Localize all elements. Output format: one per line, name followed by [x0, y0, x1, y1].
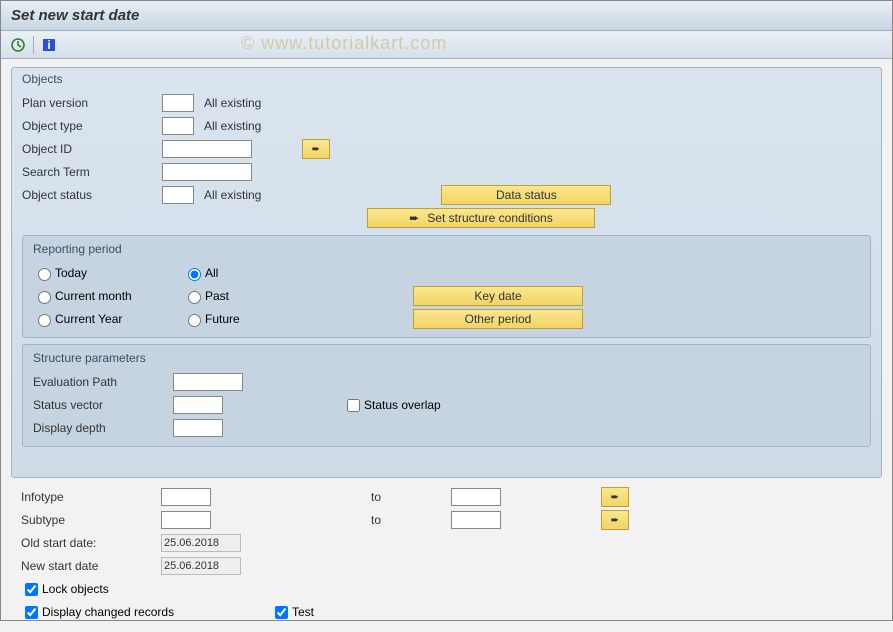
- display-depth-label: Display depth: [33, 421, 173, 435]
- subtype-multi-button[interactable]: ➨: [601, 510, 629, 530]
- radio-current-year[interactable]: Current Year: [33, 311, 183, 327]
- content-area: Objects Plan version All existing Object…: [1, 59, 892, 632]
- reporting-title: Reporting period: [33, 242, 860, 256]
- to-label-2: to: [371, 513, 451, 527]
- infotype-input[interactable]: [161, 488, 211, 506]
- arrow-right-icon: ➨: [409, 211, 427, 225]
- object-status-label: Object status: [22, 188, 162, 202]
- display-changed-checkbox[interactable]: Display changed records: [21, 603, 271, 622]
- new-start-label: New start date: [21, 559, 161, 573]
- structure-title: Structure parameters: [33, 351, 860, 365]
- set-structure-label: Set structure conditions: [427, 211, 552, 225]
- object-status-input[interactable]: [162, 186, 194, 204]
- other-period-button[interactable]: Other period: [413, 309, 583, 329]
- object-type-label: Object type: [22, 119, 162, 133]
- object-id-label: Object ID: [22, 142, 162, 156]
- infotype-multi-button[interactable]: ➨: [601, 487, 629, 507]
- to-label-1: to: [371, 490, 451, 504]
- execute-icon[interactable]: [9, 36, 27, 54]
- subtype-to-input[interactable]: [451, 511, 501, 529]
- object-id-multi-button[interactable]: ➨: [302, 139, 330, 159]
- radio-past[interactable]: Past: [183, 288, 333, 304]
- eval-path-label: Evaluation Path: [33, 375, 173, 389]
- search-term-label: Search Term: [22, 165, 162, 179]
- objects-group: Objects Plan version All existing Object…: [11, 67, 882, 478]
- data-status-button[interactable]: Data status: [441, 185, 611, 205]
- object-type-input[interactable]: [162, 117, 194, 135]
- lock-objects-checkbox[interactable]: Lock objects: [21, 580, 109, 599]
- object-type-text: All existing: [204, 119, 261, 133]
- plan-version-input[interactable]: [162, 94, 194, 112]
- page-title: Set new start date: [1, 1, 892, 31]
- toolbar: i: [1, 31, 892, 59]
- key-date-button[interactable]: Key date: [413, 286, 583, 306]
- infotype-label: Infotype: [21, 490, 161, 504]
- status-overlap-checkbox[interactable]: Status overlap: [343, 396, 441, 415]
- arrow-right-icon: ➨: [312, 144, 320, 155]
- status-vector-input[interactable]: [173, 396, 223, 414]
- display-depth-input[interactable]: [173, 419, 223, 437]
- radio-all[interactable]: All: [183, 265, 333, 281]
- subtype-label: Subtype: [21, 513, 161, 527]
- objects-title: Objects: [22, 72, 871, 86]
- status-vector-label: Status vector: [33, 398, 173, 412]
- plan-version-label: Plan version: [22, 96, 162, 110]
- arrow-right-icon: ➨: [611, 515, 619, 526]
- main-window: Set new start date i © www.tutorialkart.…: [0, 0, 893, 621]
- new-start-input: [161, 557, 241, 575]
- toolbar-separator: [33, 36, 34, 54]
- radio-today[interactable]: Today: [33, 265, 183, 281]
- search-term-input[interactable]: [162, 163, 252, 181]
- radio-future[interactable]: Future: [183, 311, 333, 327]
- arrow-right-icon: ➨: [611, 492, 619, 503]
- plan-version-text: All existing: [204, 96, 261, 110]
- structure-params-group: Structure parameters Evaluation Path Sta…: [22, 344, 871, 447]
- reporting-period-group: Reporting period Today All Current month…: [22, 235, 871, 338]
- eval-path-input[interactable]: [173, 373, 243, 391]
- object-id-input[interactable]: [162, 140, 252, 158]
- test-checkbox[interactable]: Test: [271, 603, 314, 622]
- subtype-input[interactable]: [161, 511, 211, 529]
- info-icon[interactable]: i: [40, 36, 58, 54]
- old-start-input: [161, 534, 241, 552]
- svg-text:i: i: [47, 38, 50, 52]
- infotype-to-input[interactable]: [451, 488, 501, 506]
- set-structure-button[interactable]: ➨ Set structure conditions: [367, 208, 595, 228]
- object-status-text: All existing: [204, 188, 261, 202]
- old-start-label: Old start date:: [21, 536, 161, 550]
- radio-current-month[interactable]: Current month: [33, 288, 183, 304]
